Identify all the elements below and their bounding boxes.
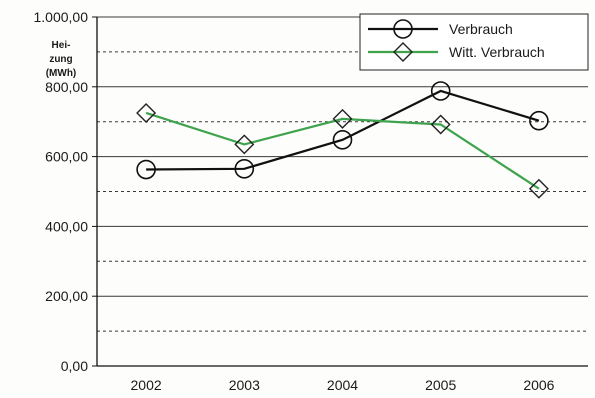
- legend-label-0: Verbrauch: [449, 21, 513, 37]
- series-0-point-1: [234, 159, 255, 179]
- axis-layer: 0,00 200,00 400,00 600,00 800,00 1.000,00 2002…: [34, 9, 588, 393]
- y-tick-label-2: 400,00: [45, 218, 88, 234]
- legend-marker-0: [393, 19, 413, 39]
- y-tick-label-5: 1.000,00: [34, 9, 89, 25]
- series-line-0: [146, 89, 540, 171]
- series-0-point-4: [529, 110, 549, 131]
- x-tick-label-0: 2002: [131, 377, 162, 393]
- series-1-point-2: [332, 108, 353, 129]
- x-tick-label-2: 2004: [327, 377, 358, 393]
- y-tick-label-4: 800,00: [45, 79, 88, 95]
- legend-marker-1: [393, 42, 413, 62]
- series-0-point-0: [136, 159, 156, 180]
- y-tick-label-3: 600,00: [45, 149, 88, 165]
- y-axis-label-line-2: zung: [49, 54, 72, 65]
- legend: Verbrauch Witt. Verbrauch: [359, 13, 589, 71]
- legend-entries: Verbrauch Witt. Verbrauch: [368, 19, 545, 62]
- legend-label-1: Witt. Verbrauch: [449, 44, 545, 60]
- series-1-point-0: [136, 102, 157, 123]
- y-axis-label: Hei- zung (MWh): [46, 40, 77, 79]
- series-line-1: [145, 111, 540, 190]
- y-tick-label-0: 0,00: [61, 358, 88, 374]
- series-1-point-4: [528, 178, 549, 199]
- legend-box: [359, 13, 589, 71]
- series-1-point-1: [234, 134, 255, 155]
- y-tick-label-1: 200,00: [45, 288, 88, 304]
- x-tick-label-3: 2005: [425, 377, 456, 393]
- x-tick-label-4: 2006: [523, 377, 554, 393]
- y-axis-label-line-3: (MWh): [46, 68, 77, 79]
- x-tick-label-1: 2003: [229, 377, 260, 393]
- series-layer: [136, 81, 549, 199]
- series-0-point-3: [430, 81, 451, 101]
- y-axis-label-line-1: Hei-: [52, 40, 71, 51]
- series-0-point-2: [332, 130, 353, 150]
- series-1-point-3: [430, 114, 451, 135]
